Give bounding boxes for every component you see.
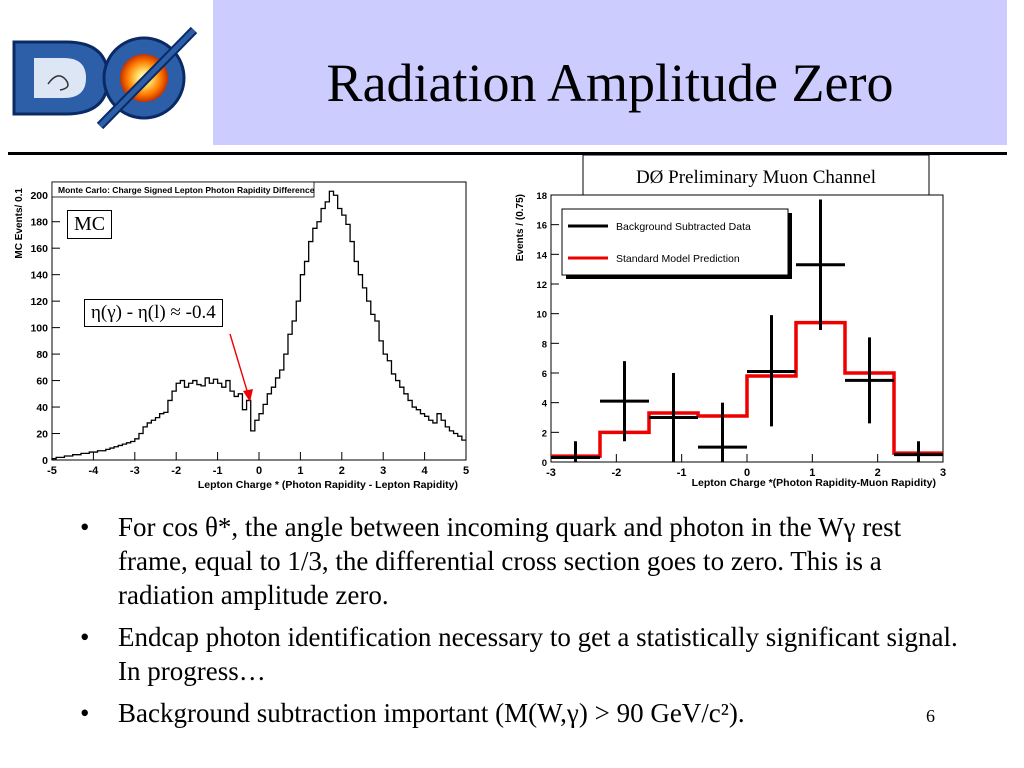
mc-x-tick-label: -1 xyxy=(213,465,223,477)
bullet-marker: • xyxy=(80,698,90,728)
mc-label: MC xyxy=(74,213,106,235)
data-y-tick-label: 18 xyxy=(536,191,547,202)
mc-label-box: MC xyxy=(67,210,113,239)
data-y-tick-label: 12 xyxy=(536,280,547,291)
mc-y-axis-label: MC Events/ 0.1 xyxy=(14,188,25,259)
mc-y-tick-label: 180 xyxy=(30,217,48,229)
data-x-tick-label: -3 xyxy=(546,467,556,479)
mc-x-tick-label: 0 xyxy=(256,465,262,477)
bullet-item: • For cos θ*, the angle between incoming… xyxy=(80,510,960,612)
data-y-tick-label: 16 xyxy=(536,221,547,232)
mc-x-tick-label: -5 xyxy=(47,465,57,477)
mc-histogram-line xyxy=(51,190,466,460)
mc-x-axis-label: Lepton Charge * (Photon Rapidity - Lepto… xyxy=(198,479,458,491)
mc-arrow-head xyxy=(243,389,253,402)
bullet-list: • For cos θ*, the angle between incoming… xyxy=(80,510,960,738)
data-x-tick-label: 3 xyxy=(940,467,946,479)
data-x-axis-label: Lepton Charge *(Photon Rapidity-Muon Rap… xyxy=(692,477,936,489)
legend-data-label: Background Subtracted Data xyxy=(616,221,751,233)
mc-x-tick-label: 5 xyxy=(463,465,469,477)
title-divider xyxy=(8,152,1007,155)
slide-title: Radiation Amplitude Zero xyxy=(326,53,894,113)
rapidity-annotation-box: η(γ) - η(l) ≈ -0.4 xyxy=(84,299,223,327)
data-x-tick-label: -2 xyxy=(611,467,621,479)
mc-y-tick-label: 160 xyxy=(30,243,48,255)
mc-histogram-svg: -5 -4 -3 -2 -1 0 1 2 3 4 5 0 20 40 60 80 100 120 140 160 180… xyxy=(14,181,469,491)
data-vs-sm-chart: -3 -2 -1 0 1 2 3 0 2 4 6 8 10 12 14 16 18 Background Sub… xyxy=(508,150,958,501)
data-x-tick-label: 1 xyxy=(809,467,815,479)
data-x-tick-label: -1 xyxy=(677,467,687,479)
mc-x-tick-label: 1 xyxy=(297,465,303,477)
mc-title-box xyxy=(51,181,315,198)
data-title-box xyxy=(582,154,930,196)
mc-x-tick-label: -2 xyxy=(171,465,181,477)
mc-y-tick-label: 20 xyxy=(36,429,48,441)
page-number: 6 xyxy=(926,706,935,726)
bullet-item: • Endcap photon identification necessary… xyxy=(80,620,960,688)
data-y-tick-label: 8 xyxy=(542,339,547,350)
mc-y-tick-label: 140 xyxy=(30,270,48,282)
mc-y-tick-label: 100 xyxy=(30,323,48,335)
mc-y-tick-label: 60 xyxy=(36,376,48,388)
mc-y-tick-label: 80 xyxy=(36,349,48,361)
data-x-tick-label: 2 xyxy=(875,467,881,479)
mc-y-tick-label: 0 xyxy=(42,455,48,467)
title-band: Radiation Amplitude Zero xyxy=(213,0,1007,145)
bullet-text: For cos θ*, the angle between incoming q… xyxy=(118,512,902,610)
mc-arrow-line xyxy=(229,333,249,395)
legend-box xyxy=(561,208,789,276)
bullet-text: Endcap photon identification necessary t… xyxy=(118,622,958,686)
legend-sm-label: Standard Model Prediction xyxy=(616,253,740,265)
mc-histogram-chart: -5 -4 -3 -2 -1 0 1 2 3 4 5 0 20 40 60 80 100 120 140 160 180… xyxy=(8,172,478,497)
mc-x-tick-label: -3 xyxy=(130,465,140,477)
mc-chart-title: Monte Carlo: Charge Signed Lepton Photon… xyxy=(58,185,315,195)
data-points xyxy=(551,199,943,462)
data-y-axis-label: Events / (0.75) xyxy=(515,194,526,261)
mc-y-tick-label: 40 xyxy=(36,402,48,414)
d0-logo xyxy=(8,22,204,134)
data-y-tick-label: 4 xyxy=(542,399,548,410)
data-chart-title: DØ Preliminary Muon Channel xyxy=(636,167,876,188)
data-y-tick-label: 0 xyxy=(542,458,547,469)
bullet-text: Background subtraction important (M(W,γ)… xyxy=(118,698,745,728)
mc-x-tick-label: 4 xyxy=(422,465,429,477)
bullet-item: • Background subtraction important (M(W,… xyxy=(80,696,960,730)
mc-x-tick-label: 3 xyxy=(380,465,386,477)
mc-x-tick-label: 2 xyxy=(339,465,345,477)
bullet-marker: • xyxy=(80,512,90,542)
data-x-tick-label: 0 xyxy=(744,467,750,479)
data-y-tick-label: 10 xyxy=(536,310,547,321)
mc-y-tick-label: 200 xyxy=(30,190,48,202)
mc-axis-ticks: -5 -4 -3 -2 -1 0 1 2 3 4 5 0 20 40 60 80 100 120 140 160 180… xyxy=(30,190,469,477)
mc-x-tick-label: -4 xyxy=(89,465,100,477)
bullet-marker: • xyxy=(80,622,90,652)
rapidity-annotation: η(γ) - η(l) ≈ -0.4 xyxy=(91,302,216,323)
data-y-tick-label: 14 xyxy=(536,250,547,261)
mc-y-tick-label: 120 xyxy=(30,296,48,308)
data-y-tick-label: 6 xyxy=(542,369,547,380)
data-y-tick-label: 2 xyxy=(542,428,547,439)
